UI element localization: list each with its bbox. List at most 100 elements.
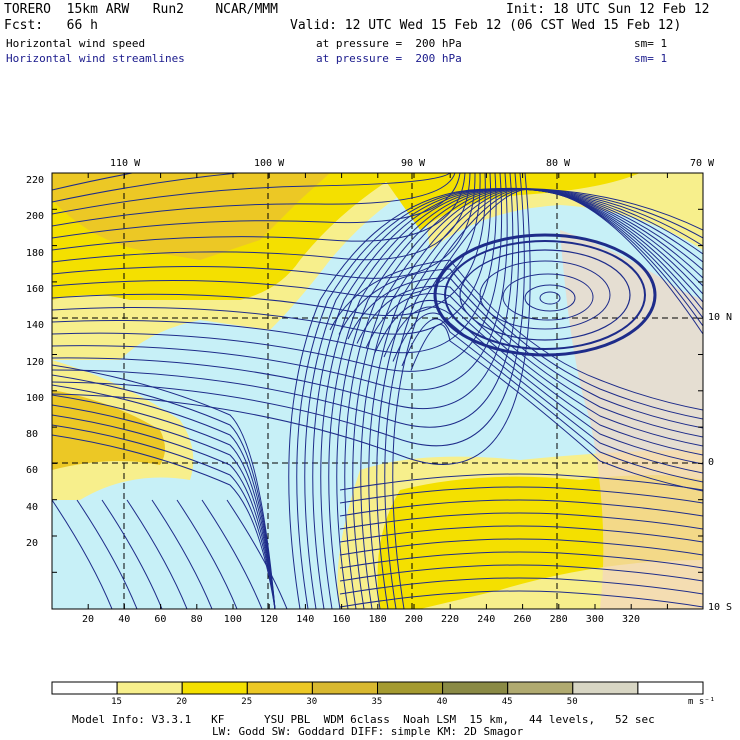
x-grid-label: 180 bbox=[368, 614, 387, 625]
colorbar-segment bbox=[51, 681, 118, 695]
streamline bbox=[52, 374, 276, 609]
x-grid-label: 240 bbox=[477, 614, 496, 625]
colorbar-label: 15 bbox=[111, 697, 122, 707]
streamline bbox=[296, 188, 703, 609]
streamline bbox=[339, 551, 703, 569]
model-info: Model Info: V3.3.1 KF YSU PBL WDM 6class… bbox=[72, 713, 655, 726]
streamline bbox=[52, 424, 276, 609]
streamline bbox=[304, 188, 703, 609]
streamline bbox=[368, 188, 703, 609]
x-grid-label: 60 bbox=[154, 614, 167, 625]
streamline bbox=[312, 188, 703, 609]
x-grid-label: 200 bbox=[404, 614, 423, 625]
streamline bbox=[52, 404, 276, 609]
streamline bbox=[52, 173, 525, 447]
y-grid-label: 160 bbox=[26, 283, 45, 295]
streamline bbox=[52, 499, 113, 609]
streamline bbox=[52, 173, 451, 215]
colorbar-label: 30 bbox=[306, 697, 318, 707]
x-grid-label: 260 bbox=[513, 614, 532, 625]
colorbar-segment bbox=[311, 681, 378, 695]
streamline bbox=[226, 499, 288, 609]
colorbar-segment bbox=[116, 681, 183, 695]
streamline bbox=[410, 324, 703, 492]
x-grid-label: 300 bbox=[585, 614, 604, 625]
streamline bbox=[52, 173, 508, 391]
streamline bbox=[52, 414, 276, 609]
field2-level: at pressure = 200 hPa bbox=[316, 52, 462, 65]
forecast-hour: Fcst: 66 h bbox=[4, 18, 98, 33]
streamline bbox=[176, 499, 238, 609]
colorbar-segment bbox=[572, 681, 639, 695]
streamline bbox=[52, 173, 514, 410]
x-grid-label: 140 bbox=[296, 614, 315, 625]
colorbar-segment bbox=[246, 681, 313, 695]
y-grid-label: 100 bbox=[26, 392, 45, 404]
colorbar-segment bbox=[181, 681, 248, 695]
colorbar-segment bbox=[377, 681, 444, 695]
streamline bbox=[288, 187, 703, 609]
streamline bbox=[328, 188, 703, 609]
streamline bbox=[52, 384, 276, 609]
colorbar-segment bbox=[507, 681, 574, 695]
streamline bbox=[384, 188, 703, 609]
streamline bbox=[339, 525, 703, 543]
init-time: Init: 18 UTC Sun 12 Feb 12 bbox=[506, 2, 710, 17]
streamline bbox=[356, 285, 703, 438]
streamline bbox=[52, 173, 461, 239]
x-grid-label: 220 bbox=[441, 614, 460, 625]
streamline bbox=[320, 188, 703, 609]
streamline bbox=[52, 173, 531, 465]
lat-label-eq: 0 bbox=[708, 457, 715, 468]
colorbar-label: 25 bbox=[241, 697, 253, 707]
speed-max-upper-left bbox=[52, 173, 330, 260]
streamline bbox=[401, 318, 703, 483]
colorbar-segment bbox=[637, 681, 704, 695]
y-grid-label: 180 bbox=[26, 247, 45, 259]
streamline bbox=[339, 538, 703, 556]
streamline bbox=[336, 188, 703, 609]
x-grid-label: 100 bbox=[223, 614, 242, 625]
y-grid-label: 80 bbox=[26, 429, 39, 441]
streamline bbox=[374, 300, 703, 456]
colorbar-label: 45 bbox=[501, 697, 513, 707]
lon-label-80w: 80 W bbox=[546, 158, 571, 169]
x-grid-label: 20 bbox=[82, 614, 95, 625]
axis-ticks bbox=[51, 172, 703, 609]
streamline bbox=[339, 486, 703, 504]
lon-label-90w: 90 W bbox=[401, 158, 426, 169]
x-grid-label: 320 bbox=[622, 614, 641, 625]
field1-smooth: sm= 1 bbox=[634, 37, 668, 50]
streamline bbox=[52, 173, 476, 279]
streamline bbox=[52, 173, 445, 203]
streamline bbox=[52, 173, 440, 191]
model-physics: LW: Godd SW: Goddard DIFF: simple KM: 2D… bbox=[212, 725, 524, 738]
streamline bbox=[52, 394, 276, 609]
x-grid-label: 40 bbox=[118, 614, 131, 625]
streamline bbox=[339, 499, 703, 517]
y-grid-label: 220 bbox=[26, 175, 45, 186]
field1-level: at pressure = 200 hPa bbox=[316, 37, 462, 50]
y-grid-label: 20 bbox=[26, 538, 39, 549]
valid-time: Valid: 12 UTC Wed 15 Feb 12 (06 CST Wed … bbox=[290, 18, 682, 33]
model-title: TORERO 15km ARW Run2 NCAR/MMM bbox=[4, 2, 278, 17]
streamline bbox=[52, 173, 520, 428]
colorbar-segment bbox=[442, 681, 509, 695]
streamline bbox=[339, 564, 703, 582]
streamline bbox=[52, 173, 466, 251]
lat-label-10s: 10 S bbox=[708, 602, 733, 613]
streamline bbox=[126, 499, 188, 609]
lon-label-70w: 70 W bbox=[690, 158, 715, 169]
streamline bbox=[101, 499, 163, 609]
streamline bbox=[201, 499, 263, 609]
colorbar-label: 50 bbox=[566, 697, 578, 707]
streamline bbox=[339, 577, 703, 595]
streamline bbox=[151, 499, 213, 609]
lon-label-100w: 100 W bbox=[254, 158, 285, 169]
streamline bbox=[339, 590, 703, 608]
x-grid-label: 280 bbox=[549, 614, 568, 625]
land-area bbox=[560, 230, 703, 609]
streamline bbox=[360, 188, 703, 609]
streamline bbox=[392, 312, 703, 474]
